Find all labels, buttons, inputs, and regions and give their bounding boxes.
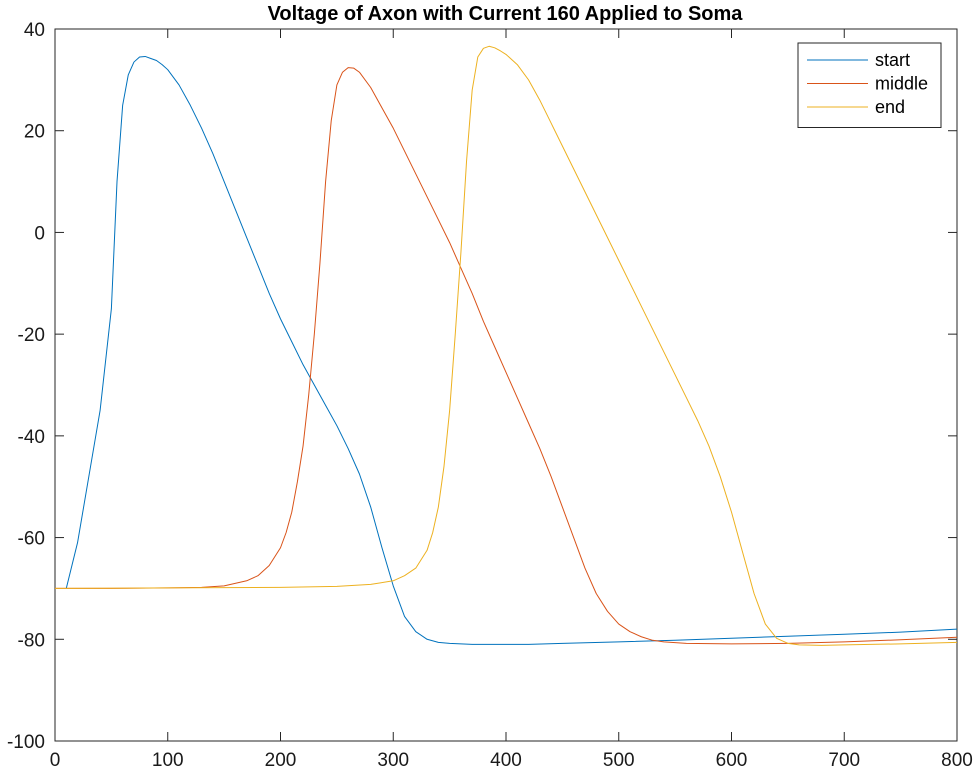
- y-tick-label: -20: [18, 325, 45, 346]
- x-tick-label: 400: [490, 750, 522, 771]
- y-tick-label: -60: [18, 529, 45, 550]
- series-line-start: [65, 55, 958, 645]
- y-tick-label: -100: [7, 732, 45, 753]
- y-tick-label: -40: [18, 427, 45, 448]
- x-tick-label: 0: [50, 750, 61, 771]
- legend-label: middle: [875, 74, 928, 94]
- y-tick-label: 20: [24, 122, 45, 143]
- y-axis: -100 -80 -60 -40 -20 0 20 40: [7, 20, 957, 753]
- axes-box: [54, 28, 958, 742]
- legend-label: start: [875, 50, 910, 70]
- legend-label: end: [875, 97, 905, 117]
- x-axis: 0 100 200 300 400 500 600 700 800: [50, 29, 973, 771]
- x-tick-label: 200: [265, 750, 297, 771]
- y-tick-label: 0: [34, 223, 45, 244]
- y-tick-label: 40: [24, 20, 45, 41]
- legend: start middle end: [797, 42, 942, 128]
- legend-entry-middle: middle: [807, 74, 928, 94]
- y-tick-label: -80: [18, 630, 45, 651]
- x-tick-label: 700: [828, 750, 860, 771]
- x-tick-label: 600: [716, 750, 748, 771]
- series-group: [54, 45, 958, 646]
- plot-area: 0 100 200 300 400 500 600 700 800 -100-80-60-40-…: [7, 20, 973, 771]
- series-line-middle: [55, 67, 958, 645]
- x-tick-label: 300: [377, 750, 409, 771]
- x-tick-label: 100: [152, 750, 184, 771]
- legend-items: start middle end: [807, 50, 928, 117]
- series-line-end: [54, 45, 958, 646]
- x-tick-label: 500: [603, 750, 635, 771]
- chart-title: Voltage of Axon with Current 160 Applied…: [268, 3, 744, 25]
- x-tick-label: 800: [941, 750, 973, 771]
- legend-entry-start: start: [807, 50, 910, 70]
- legend-box: [797, 42, 942, 128]
- legend-entry-end: end: [807, 97, 905, 117]
